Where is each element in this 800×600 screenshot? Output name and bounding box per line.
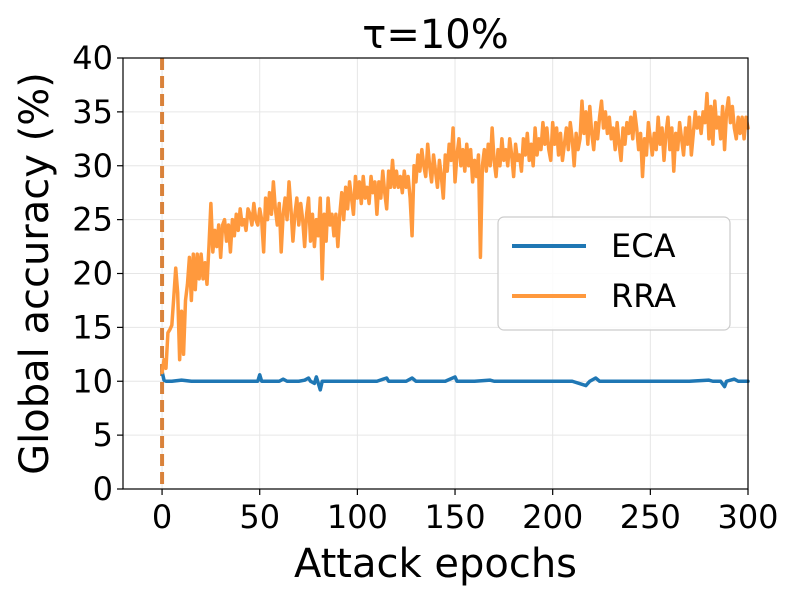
legend: ECA RRA bbox=[497, 216, 731, 331]
y-tick-label: 35 bbox=[72, 93, 113, 131]
y-tick-label: 15 bbox=[72, 308, 113, 346]
legend-label-rra: RRA bbox=[611, 277, 676, 315]
x-tick-label: 250 bbox=[620, 498, 681, 536]
y-tick-label: 5 bbox=[93, 416, 113, 454]
y-axis-title: Global accuracy (%) bbox=[12, 72, 58, 475]
chart-title: τ=10% bbox=[362, 12, 509, 58]
x-tick-label: 0 bbox=[152, 498, 172, 536]
y-tick-label: 25 bbox=[72, 201, 113, 239]
x-tick-label: 300 bbox=[717, 498, 778, 536]
x-tick-label: 150 bbox=[424, 498, 485, 536]
y-tick-label: 30 bbox=[72, 147, 113, 185]
series-line-eca bbox=[160, 369, 750, 392]
y-tick-label: 0 bbox=[93, 470, 113, 508]
x-tick-label: 100 bbox=[327, 498, 388, 536]
x-tick-label: 200 bbox=[522, 498, 583, 536]
x-axis-title: Attack epochs bbox=[294, 541, 577, 587]
axis-ticks: 0 50 100 150 200 250 300 0 5 10 15 20 25 30 35 40 bbox=[72, 39, 778, 536]
series-line-rra bbox=[160, 91, 750, 375]
y-tick-label: 20 bbox=[72, 255, 113, 293]
x-tick-label: 50 bbox=[239, 498, 280, 536]
y-tick-label: 10 bbox=[72, 362, 113, 400]
y-tick-label: 40 bbox=[72, 39, 113, 77]
plot-area bbox=[160, 58, 750, 489]
legend-label-eca: ECA bbox=[611, 227, 676, 265]
